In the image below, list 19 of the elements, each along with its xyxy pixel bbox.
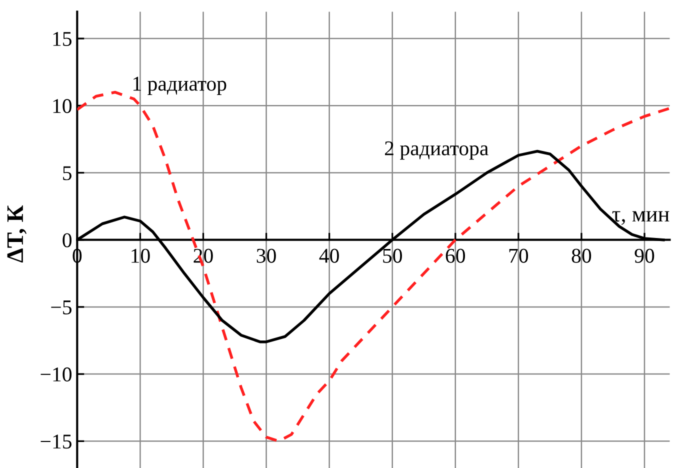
y-tick-label: 15 xyxy=(53,32,72,46)
y-tick-label: 5 xyxy=(63,166,72,180)
x-tick-label: 90 xyxy=(634,248,654,263)
y-tick-label: −5 xyxy=(51,300,72,314)
x-tick-label: 40 xyxy=(319,248,339,263)
series-label: 1 радиатор xyxy=(133,76,226,95)
series-label: 2 радиатора xyxy=(384,141,488,160)
x-tick-label: 60 xyxy=(446,248,466,263)
x-tick-label: 50 xyxy=(383,248,402,263)
y-tick-label: −10 xyxy=(40,367,72,382)
x-tick-label: 30 xyxy=(256,248,276,263)
x-axis-title: τ, мин xyxy=(612,211,670,225)
x-tick-label: 10 xyxy=(132,248,150,263)
y-tick-label: 10 xyxy=(53,99,72,114)
y-axis-title: ΔT, К xyxy=(7,205,27,263)
x-tick-label: 80 xyxy=(572,248,592,263)
y-tick-label: 0 xyxy=(62,233,72,248)
y-tick-label: −15 xyxy=(40,434,72,449)
x-tick-label: 70 xyxy=(509,248,528,263)
